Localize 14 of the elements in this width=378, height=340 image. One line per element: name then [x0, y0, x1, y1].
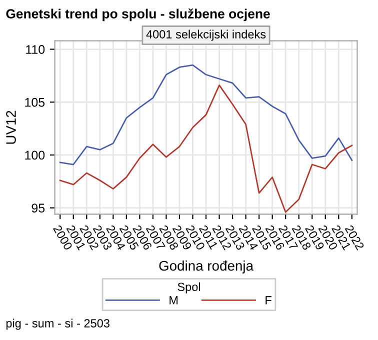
- legend-label: M: [170, 296, 178, 304]
- line-series: [59, 84, 353, 213]
- line-series: [59, 64, 353, 166]
- y-tick-label: 110: [26, 45, 45, 54]
- chart-title: Genetski trend po spolu - službene ocjene: [6, 8, 270, 22]
- legend-title: Spol: [178, 282, 200, 294]
- x-axis-title: Godina rođenja: [159, 260, 254, 274]
- chart-subtitle: 4001 selekcijski indeks: [146, 30, 266, 41]
- y-tick-label: 100: [25, 150, 45, 160]
- legend-label: F: [266, 296, 272, 304]
- y-tick-label: 105: [25, 98, 45, 107]
- y-axis-title: UV12: [6, 110, 16, 144]
- text: pig - sum - si - 2503: [6, 318, 110, 330]
- y-tick-label: 95: [32, 204, 45, 213]
